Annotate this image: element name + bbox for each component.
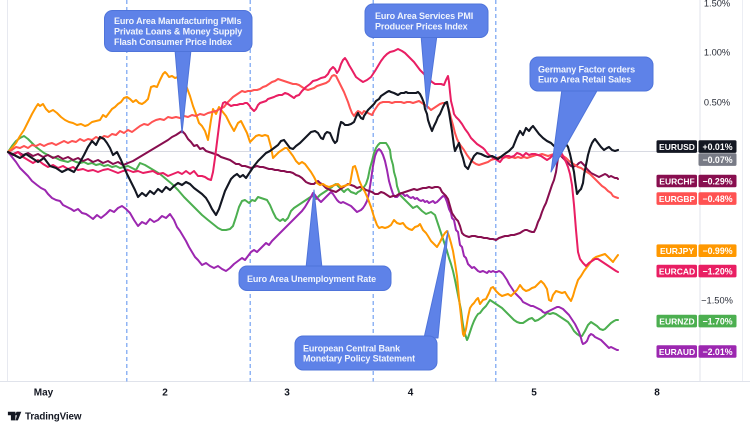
svg-text:Euro Area Services PMI: Euro Area Services PMI	[375, 11, 473, 21]
svg-text:−1.70%: −1.70%	[702, 316, 732, 326]
svg-text:May: May	[34, 388, 54, 399]
svg-text:−1.50%: −1.50%	[701, 295, 733, 305]
svg-text:Euro Area Retail Sales: Euro Area Retail Sales	[538, 75, 631, 85]
svg-text:EURAUD: EURAUD	[659, 347, 695, 357]
svg-text:8: 8	[654, 388, 660, 399]
svg-text:−0.99%: −0.99%	[702, 246, 732, 256]
svg-text:Private Loans & Money Supply: Private Loans & Money Supply	[114, 27, 242, 37]
svg-text:EURJPY: EURJPY	[660, 246, 694, 256]
svg-text:−0.29%: −0.29%	[702, 176, 732, 186]
svg-text:Producer Prices Index: Producer Prices Index	[375, 22, 468, 32]
svg-text:Euro Area Unemployment Rate: Euro Area Unemployment Rate	[247, 274, 376, 284]
svg-text:3: 3	[284, 388, 290, 399]
svg-text:1.00%: 1.00%	[704, 47, 730, 57]
svg-text:2: 2	[162, 388, 168, 399]
svg-text:−2.01%: −2.01%	[702, 347, 732, 357]
svg-text:EURNZD: EURNZD	[659, 316, 694, 326]
svg-text:−0.07%: −0.07%	[702, 155, 732, 165]
svg-text:TradingView: TradingView	[25, 412, 82, 423]
svg-text:EURCAD: EURCAD	[659, 266, 695, 276]
svg-text:Flash Consumer Price Index: Flash Consumer Price Index	[114, 37, 232, 47]
svg-text:Euro Area Manufacturing PMIs: Euro Area Manufacturing PMIs	[114, 16, 241, 26]
svg-text:1.50%: 1.50%	[704, 0, 730, 9]
svg-text:4: 4	[408, 388, 414, 399]
svg-text:European Central Bank: European Central Bank	[303, 343, 401, 353]
svg-text:5: 5	[531, 388, 537, 399]
svg-text:Germany Factor orders: Germany Factor orders	[538, 64, 635, 74]
svg-text:EURUSD: EURUSD	[659, 142, 695, 152]
svg-text:−0.48%: −0.48%	[702, 194, 732, 204]
svg-text:0.50%: 0.50%	[704, 97, 730, 107]
svg-text:EURGBP: EURGBP	[659, 194, 696, 204]
svg-text:Monetary Policy Statement: Monetary Policy Statement	[303, 354, 415, 364]
svg-text:−1.20%: −1.20%	[702, 266, 732, 276]
svg-text:EURCHF: EURCHF	[659, 176, 694, 186]
svg-text:+0.01%: +0.01%	[702, 142, 732, 152]
